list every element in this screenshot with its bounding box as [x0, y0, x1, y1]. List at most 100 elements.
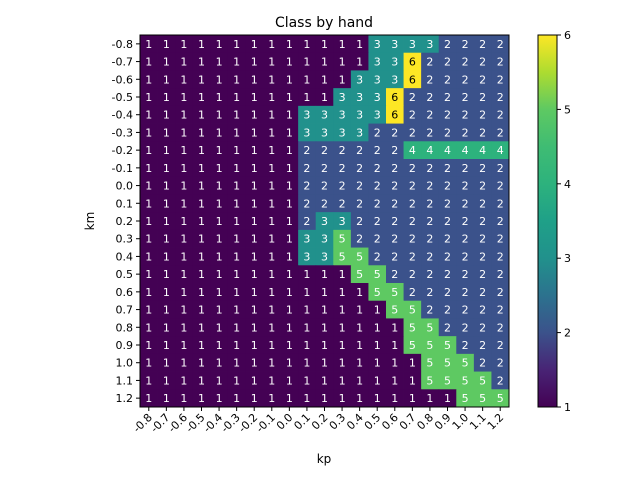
heatmap-cell — [456, 123, 475, 142]
heatmap-cell — [227, 265, 246, 284]
heatmap-cell — [403, 35, 422, 54]
heatmap-cell-label: 1 — [233, 321, 240, 334]
y-tick-label: -0.8 — [112, 38, 133, 51]
heatmap-cell — [456, 247, 475, 266]
heatmap-cell-label: 3 — [374, 73, 381, 86]
heatmap-cell-label: 2 — [426, 304, 433, 317]
heatmap-cell — [245, 389, 264, 408]
heatmap-cell-labels: 1 1 1 1 1 1 1 1 1 1 1 1 1 3 3 3 3 2 2 2 21 1 1 1 1 1 1 1 1 1 1 1 1 3 3 6 2 2 2… — [145, 38, 503, 405]
heatmap-cell — [280, 229, 299, 248]
heatmap-cell — [421, 336, 440, 355]
heatmap-cell-label: 1 — [163, 357, 170, 370]
heatmap-cell-label: 1 — [356, 286, 363, 299]
heatmap-cell — [368, 123, 387, 142]
heatmap-cell-label: 5 — [497, 392, 504, 405]
heatmap-cell-label: 3 — [356, 109, 363, 122]
heatmap-cell-label: 1 — [163, 91, 170, 104]
heatmap-cell-label: 2 — [497, 304, 504, 317]
heatmap-cell — [456, 371, 475, 390]
heatmap-cell — [140, 336, 158, 355]
heatmap-cell — [157, 353, 176, 372]
heatmap-cell — [333, 88, 352, 107]
heatmap-cell-label: 1 — [268, 162, 275, 175]
heatmap-cell — [280, 300, 299, 319]
heatmap-cell — [368, 318, 387, 337]
heatmap-cell-label: 2 — [409, 109, 416, 122]
heatmap-cell — [210, 336, 229, 355]
heatmap-cell — [280, 318, 299, 337]
heatmap-cell — [175, 35, 194, 54]
heatmap-cell — [438, 35, 457, 54]
heatmap-cell — [473, 247, 492, 266]
heatmap-cell-label: 1 — [145, 233, 152, 246]
heatmap-cell-label: 2 — [339, 144, 346, 157]
y-tick-label: 0.3 — [116, 233, 134, 246]
heatmap-cell-label: 2 — [497, 268, 504, 281]
heatmap-cell — [157, 105, 176, 124]
heatmap-cell — [263, 336, 281, 355]
heatmap-cell-label: 1 — [286, 286, 293, 299]
heatmap-cell — [210, 123, 229, 142]
heatmap-cell-label: 1 — [286, 109, 293, 122]
heatmap-cell — [421, 247, 440, 266]
heatmap-cell-label: 2 — [462, 73, 469, 86]
heatmap-cell-label: 1 — [233, 73, 240, 86]
heatmap-cell-label: 5 — [409, 304, 416, 317]
heatmap-cell-label: 1 — [251, 268, 258, 281]
heatmap-cell-label: 1 — [251, 215, 258, 228]
heatmap-cell — [263, 88, 281, 107]
heatmap-cell — [456, 265, 475, 284]
heatmap-cell-label: 1 — [251, 321, 258, 334]
heatmap-cell — [456, 389, 475, 408]
heatmap-cell-label: 1 — [233, 374, 240, 387]
heatmap-cell-label: 2 — [462, 233, 469, 246]
heatmap-cell-label: 3 — [356, 73, 363, 86]
heatmap-cell-label: 1 — [145, 250, 152, 263]
heatmap-cell-label: 1 — [251, 357, 258, 370]
heatmap-cell — [298, 141, 317, 160]
heatmap-cell — [315, 52, 334, 71]
heatmap-cell — [192, 176, 211, 195]
heatmap-cell-label: 1 — [286, 126, 293, 139]
heatmap-cell-label: 2 — [426, 73, 433, 86]
heatmap-cell-label: 1 — [251, 38, 258, 51]
y-tick-label: 0.8 — [116, 321, 134, 334]
heatmap-cell-label: 1 — [356, 321, 363, 334]
heatmap-cell-label: 2 — [426, 215, 433, 228]
heatmap-cell-label: 1 — [286, 91, 293, 104]
heatmap-cell-label: 1 — [321, 91, 328, 104]
heatmap-cell — [421, 70, 440, 89]
heatmap-cell — [438, 176, 457, 195]
y-tick-label: 1.0 — [116, 357, 134, 370]
colorbar — [537, 34, 558, 408]
colorbar-tick-label: 3 — [564, 252, 571, 265]
heatmap-cell-label: 1 — [145, 197, 152, 210]
heatmap-cell-label: 1 — [180, 250, 187, 263]
heatmap-cell-label: 1 — [409, 392, 416, 405]
heatmap-cell-label: 2 — [444, 250, 451, 263]
heatmap-cell-label: 1 — [303, 38, 310, 51]
heatmap-cell-label: 1 — [268, 126, 275, 139]
heatmap-cell — [210, 105, 229, 124]
heatmap-cell — [491, 265, 510, 284]
heatmap-cell-label: 1 — [163, 38, 170, 51]
heatmap-cell — [315, 300, 334, 319]
heatmap-cell — [192, 70, 211, 89]
heatmap-cell — [491, 52, 510, 71]
heatmap-cell-label: 2 — [444, 215, 451, 228]
heatmap-cell-label: 1 — [268, 321, 275, 334]
heatmap-cell-label: 1 — [180, 56, 187, 69]
heatmap-cell — [386, 283, 404, 302]
heatmap-cell-label: 1 — [303, 56, 310, 69]
heatmap-cell — [157, 35, 176, 54]
heatmap-cell — [438, 229, 457, 248]
heatmap-cell-label: 2 — [462, 304, 469, 317]
heatmap-cell — [210, 35, 229, 54]
heatmap-cell-label: 5 — [409, 321, 416, 334]
heatmap-cell — [140, 159, 158, 178]
heatmap-cell-label: 1 — [180, 144, 187, 157]
heatmap-cell-label: 1 — [233, 357, 240, 370]
heatmap-cell — [438, 52, 457, 71]
heatmap-cell-label: 3 — [391, 73, 398, 86]
heatmap-cell — [227, 194, 246, 213]
